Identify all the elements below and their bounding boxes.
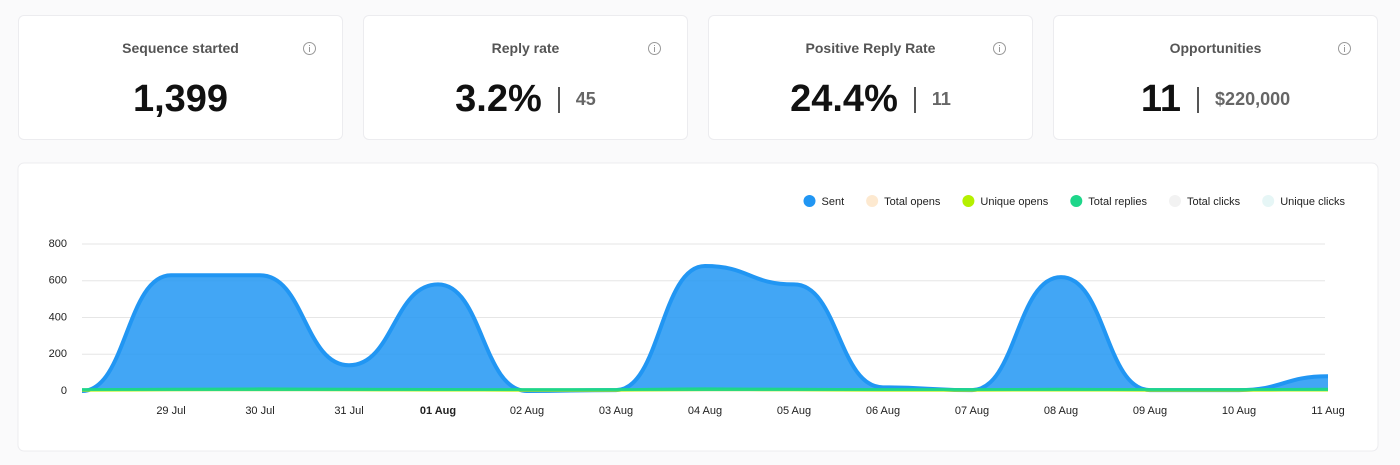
value-row: 1,399 (19, 78, 342, 121)
separator (1197, 86, 1200, 113)
value-row: 3.2% 45 (364, 78, 687, 121)
card-title: Opportunities (1169, 40, 1262, 56)
value-row: 24.4% 11 (709, 78, 1032, 121)
info-icon (1338, 42, 1351, 55)
x-tick-label: 29 Jul (156, 405, 185, 417)
x-tick-label: 01 Aug (420, 405, 456, 417)
card-value: 3.2% (455, 78, 542, 120)
card-value: 24.4% (790, 78, 898, 120)
legend-swatch (866, 195, 879, 207)
legend-swatch (803, 195, 816, 207)
y-tick-label: 0 (61, 385, 67, 397)
separator (913, 86, 916, 113)
y-tick-label: 800 (49, 238, 67, 250)
legend-label: Total opens (884, 196, 941, 208)
x-tick-label: 10 Aug (1222, 405, 1256, 417)
x-tick-label: 06 Aug (866, 405, 900, 417)
kpi-card: Opportunities 11 $220,000 (1053, 15, 1378, 140)
x-tick-label: 05 Aug (777, 405, 811, 417)
value-row: 11 $220,000 (1054, 78, 1377, 121)
kpi-card: Positive Reply Rate 24.4% 11 (708, 15, 1033, 140)
x-tick-label: 11 Aug (1311, 405, 1344, 417)
kpi-card: Sequence started 1,399 (18, 15, 343, 140)
y-tick-label: 600 (49, 275, 67, 287)
line (81, 264, 1329, 394)
x-tick-label: 07 Aug (955, 405, 989, 417)
card-secondary: 45 (575, 89, 596, 109)
x-tick-label: 08 Aug (1044, 405, 1078, 417)
card-title: Positive Reply Rate (805, 40, 936, 56)
card-value: 1,399 (132, 78, 229, 120)
separator (557, 86, 560, 113)
x-tick-label: 31 Jul (334, 405, 363, 417)
legend-swatch (1169, 195, 1181, 207)
info-icon (993, 42, 1006, 55)
y-tick-label: 200 (49, 348, 67, 360)
legend-label: Sent (822, 196, 845, 208)
card-secondary: $220,000 (1215, 89, 1291, 109)
card-value: 11 (1140, 78, 1182, 120)
legend-swatch (962, 195, 975, 207)
kpi-card: Reply rate 3.2% 45 (363, 15, 688, 140)
y-tick-label: 400 (49, 311, 67, 323)
card-title: Sequence started (122, 40, 239, 56)
legend-label: Total replies (1088, 196, 1147, 208)
info-icon (303, 42, 316, 55)
x-tick-label: 30 Jul (245, 405, 274, 417)
line (81, 387, 1329, 391)
legend-label: Unique opens (980, 196, 1048, 208)
area (82, 266, 1328, 391)
x-tick-label: 04 Aug (688, 405, 722, 417)
legend-swatch (1070, 195, 1083, 207)
x-tick-label: 09 Aug (1133, 405, 1167, 417)
x-tick-label: 02 Aug (510, 405, 544, 417)
legend-label: Unique clicks (1280, 196, 1345, 208)
info-icon (648, 42, 661, 55)
card-title: Reply rate (491, 40, 560, 56)
legend-swatch (1262, 195, 1275, 207)
legend-label: Total clicks (1187, 196, 1241, 208)
card-secondary: 11 (931, 89, 951, 109)
x-tick-label: 03 Aug (599, 405, 633, 417)
